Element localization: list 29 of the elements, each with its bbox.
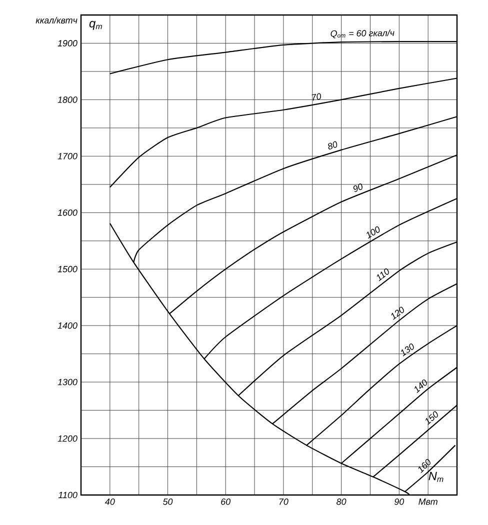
x-tick-label: 60 [221,498,231,505]
y-tick-label: 1200 [58,435,78,442]
text: 140 [414,379,427,394]
y-tick-label: 1900 [58,40,78,46]
x-tick-label: 90 [394,498,404,505]
y-tick-label: 1500 [58,266,78,272]
x-tick-label: 80 [336,498,346,505]
y-tick-label: 1600 [58,209,78,216]
text: 130 [401,343,414,356]
text: ккал/квтч [36,16,78,24]
y-tick-label: 1800 [58,96,78,103]
x-tick-label: 50 [162,498,173,505]
text: 160 [418,459,430,474]
text: 90 [353,183,362,192]
text: 150 [426,411,438,425]
y-tick-label: 1100 [58,492,78,498]
text: 80 [328,141,338,150]
y-tick-label: 1700 [58,152,78,160]
text: 110 [376,268,389,282]
x-tick-label: Мвт [418,498,438,505]
x-axis-title: N$_{т}$ [428,472,444,482]
y-axis-title: q$_{т}$ [89,20,102,30]
x-tick-label: 70 [279,498,288,505]
x-tick-label: 40 [105,498,115,505]
text: 100 [366,226,380,239]
y-tick-label: 1400 [58,322,78,329]
text: 120 [391,306,404,320]
text: 70 [312,93,321,101]
y-tick-label: 1300 [58,378,78,386]
